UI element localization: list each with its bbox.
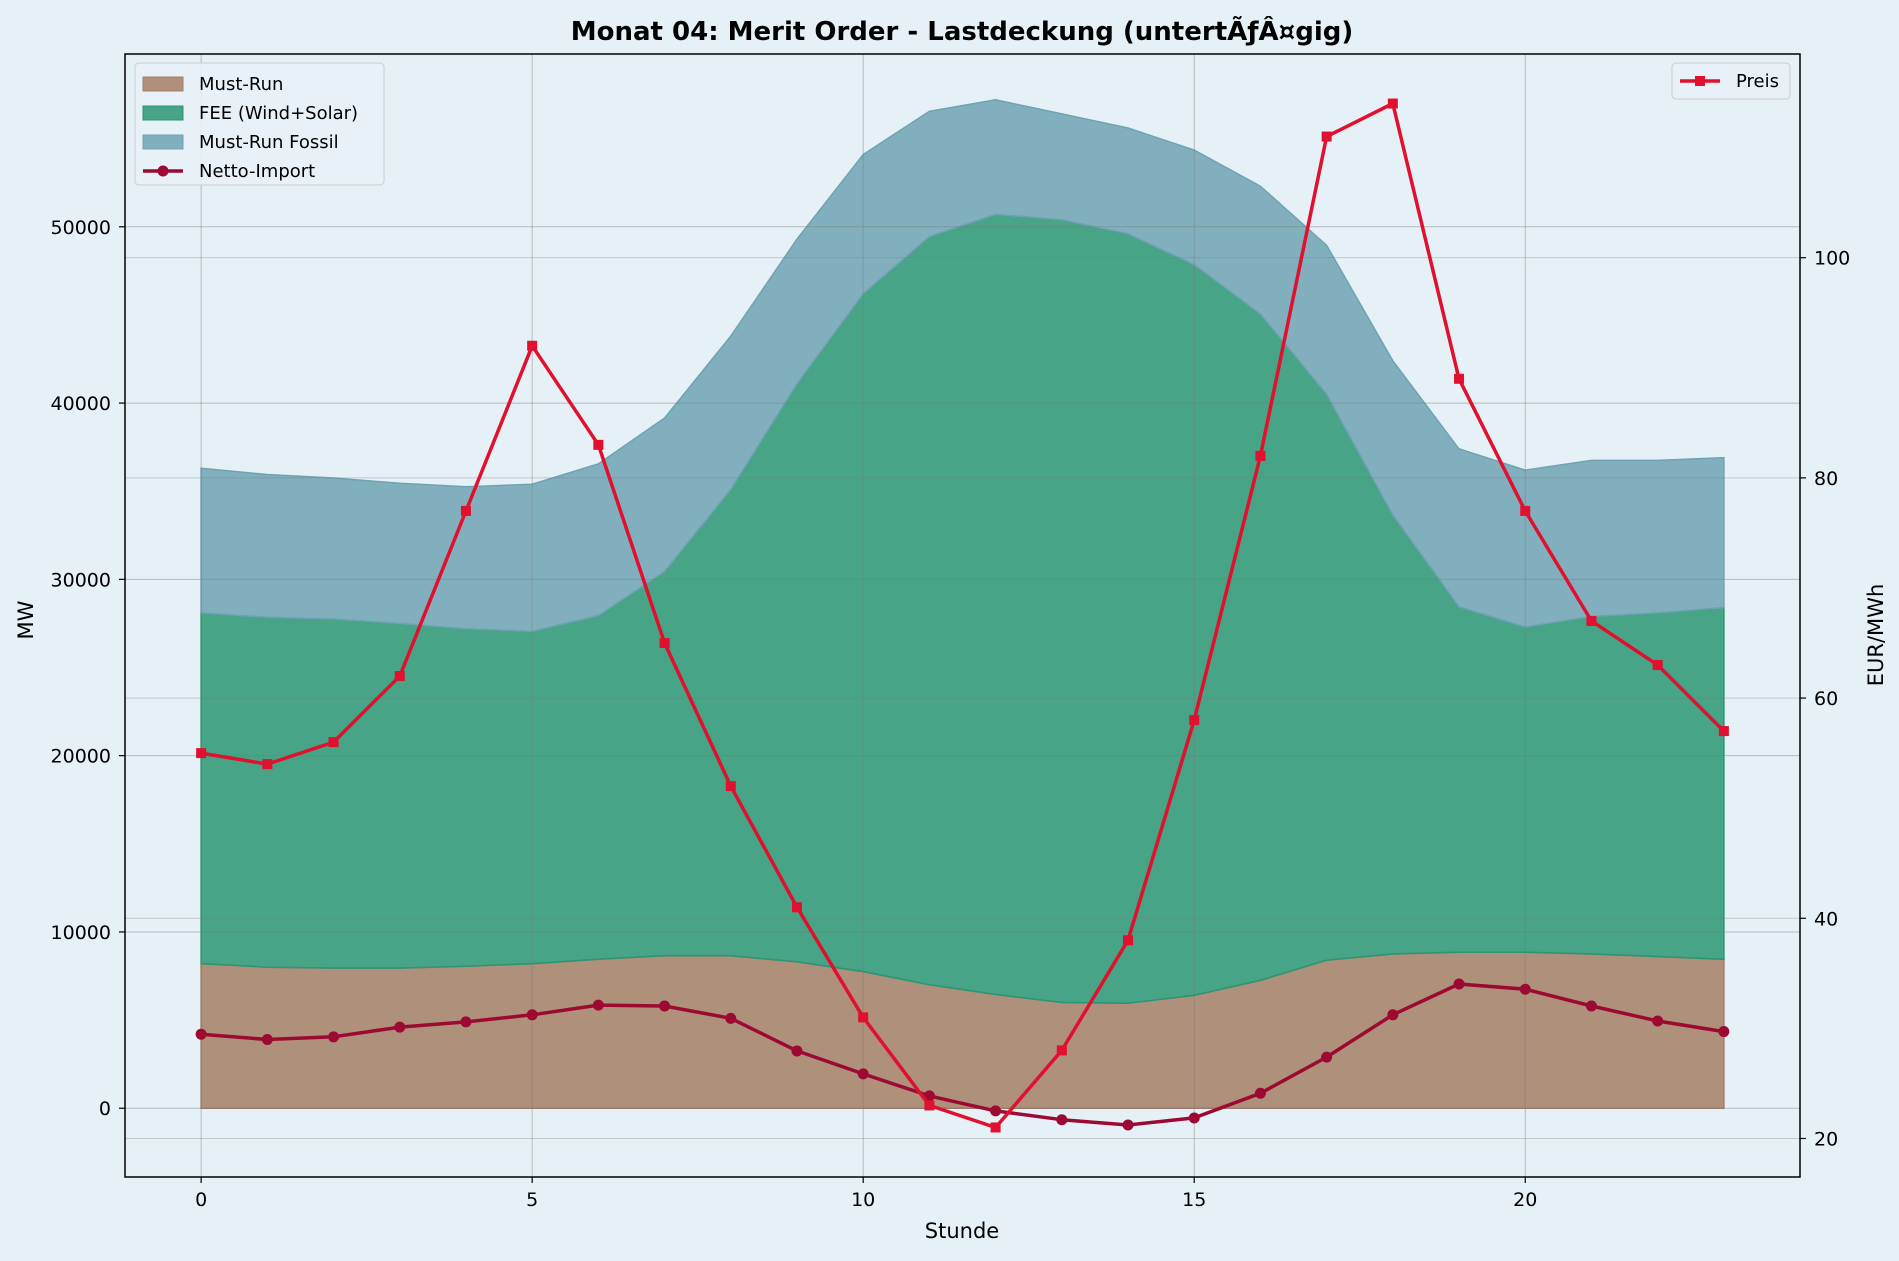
data-point [1122,1119,1134,1131]
data-point [1585,1000,1597,1012]
y-tick-label: 10000 [51,922,111,944]
data-point [725,781,736,792]
data-point [527,340,538,351]
plot-area: 0 5 10 15 20 0 10000 20000 30000 40000 50000 20 40 60… [51,53,1851,1211]
series-netto-import [195,978,1730,1131]
y-tick-label: 20000 [51,746,111,768]
data-point [1189,715,1200,726]
data-point [923,1090,935,1102]
legend-swatch [142,76,184,92]
y2-tick-label: 60 [1814,688,1838,710]
data-point [1586,616,1597,627]
data-point [1520,505,1531,516]
data-point [394,671,405,682]
data-point [659,1000,671,1012]
legend-label: Preis [1736,71,1779,92]
data-point [791,902,802,913]
data-point [593,439,604,450]
data-point [791,1045,803,1057]
legend-right: Preis [1671,62,1791,100]
axes-frame [124,53,1801,1178]
data-point [526,1009,538,1021]
y2-axis-label: EUR/MWh [1864,584,1888,687]
series-line [200,982,1725,1127]
y2-tick-label: 20 [1814,1128,1838,1150]
data-point [1321,131,1332,142]
data-point [328,737,339,748]
data-point [1387,1009,1399,1021]
data-point [1652,660,1663,671]
data-point [592,999,604,1011]
x-axis-label: Stunde [925,1219,999,1243]
y2-tick-label: 80 [1814,468,1838,490]
data-point [857,1068,869,1080]
y-tick-label: 40000 [51,393,111,415]
legend-swatch [142,105,184,121]
chart-title: Monat 04: Merit Order - Lastdeckung (unt… [571,15,1354,47]
data-point [1718,1026,1730,1038]
data-point [262,759,273,770]
data-point [195,1028,207,1040]
x-tick-label: 0 [195,1189,207,1211]
data-point [460,1016,472,1028]
axis-ticks: 0 5 10 15 20 0 10000 20000 30000 40000 50000 20 40 60… [51,217,1851,1211]
legend-box [134,62,385,186]
legend-label: Netto-Import [199,161,315,182]
data-point [858,1012,869,1023]
legend-label: Must-Run [199,74,283,95]
y2-tick-label: 40 [1814,908,1838,930]
data-point [990,1105,1002,1117]
y-tick-label: 30000 [51,569,111,591]
legend-label: FEE (Wind+Solar) [199,103,358,124]
legend-swatch [142,134,184,150]
data-point [1453,978,1465,990]
x-tick-label: 15 [1182,1189,1206,1211]
data-point [1255,450,1266,461]
data-point [725,1012,737,1024]
x-tick-label: 10 [851,1189,875,1211]
series-line [200,101,1726,1130]
data-point [1056,1114,1068,1126]
data-point [1254,1087,1266,1099]
data-point [659,638,670,649]
data-point [924,1100,935,1111]
data-point [990,1122,1001,1133]
data-point [1188,1112,1200,1124]
data-point [460,505,471,516]
data-point [328,1031,340,1043]
data-point [1454,373,1465,384]
x-tick-label: 5 [526,1189,538,1211]
data-point [1321,1051,1333,1063]
legend-box [1671,62,1791,100]
data-point [1123,935,1134,946]
legend-marker [1695,76,1705,86]
x-tick-label: 20 [1513,1189,1537,1211]
y-tick-label: 50000 [51,217,111,239]
y2-tick-label: 100 [1814,248,1850,270]
data-point [1387,98,1398,109]
data-point [1718,726,1729,737]
data-point [394,1021,406,1033]
data-point [196,748,207,759]
y-tick-label: 0 [99,1098,111,1120]
legend-left: Must-Run FEE (Wind+Solar) Must-Run Fossil N… [134,62,385,186]
data-point [1056,1045,1067,1056]
data-point [1519,983,1531,995]
area-must-run-fossil [200,99,1725,633]
legend-marker [157,165,169,177]
y-axis-label: MW [14,600,38,639]
data-point [261,1033,273,1045]
legend-label: Must-Run Fossil [199,132,339,153]
series-preis [196,98,1729,1133]
data-point [1652,1015,1664,1027]
